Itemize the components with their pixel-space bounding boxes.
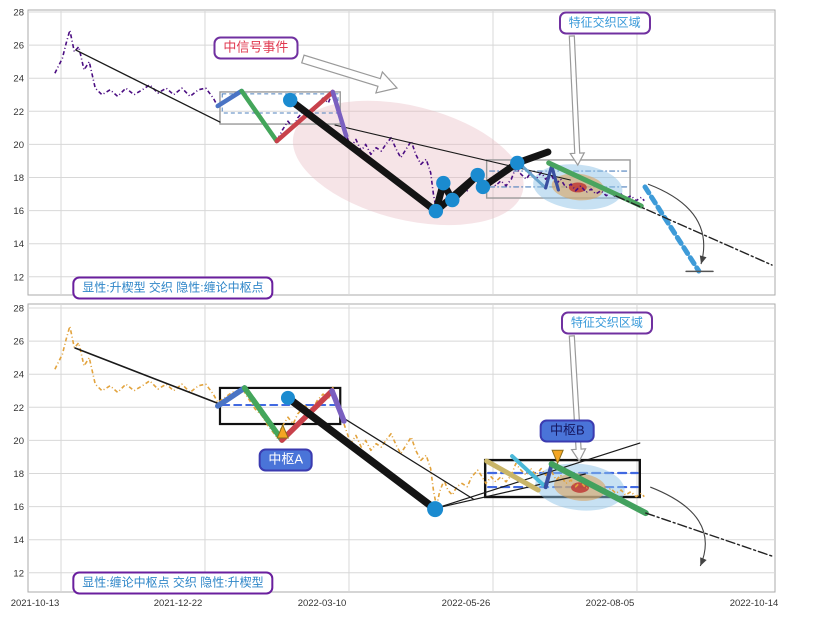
pivot-markers bbox=[436, 175, 451, 191]
hub-b-arrow bbox=[551, 449, 564, 465]
y-tick-label: 22 bbox=[13, 107, 24, 118]
y-tick-label: 12 bbox=[13, 272, 24, 283]
pivot-markers bbox=[510, 155, 525, 171]
y-tick-label: 24 bbox=[13, 370, 24, 381]
wedge-seg-purple bbox=[329, 388, 347, 424]
drop-curve-arrow-head bbox=[700, 557, 707, 567]
weave-green-seg bbox=[546, 160, 644, 209]
y-tick-label: 28 bbox=[13, 304, 24, 315]
x-tick-label: 2022-08-05 bbox=[586, 598, 635, 609]
y-tick-label: 16 bbox=[13, 206, 24, 217]
heat-core bbox=[568, 182, 587, 193]
panel-frame bbox=[27, 9, 776, 296]
wedge-line-lower bbox=[339, 415, 474, 500]
main-stroke-branch bbox=[432, 171, 482, 215]
y-tick-label: 18 bbox=[13, 469, 24, 480]
wedge-seg-blue bbox=[214, 385, 248, 409]
pointer-arrow-weave bbox=[568, 35, 586, 167]
projection-dashdot bbox=[645, 512, 773, 557]
wedge-seg-green bbox=[239, 88, 280, 144]
panel-lower: 28 26 24 22 20 18 16 14 12 bbox=[13, 303, 776, 593]
pivot-marker-low bbox=[427, 501, 444, 518]
weave-khaki-seg bbox=[484, 458, 541, 493]
wedge-seg-green bbox=[241, 385, 285, 443]
y-tick-label: 22 bbox=[13, 403, 24, 414]
panel-frame bbox=[27, 303, 776, 593]
trendline-1 bbox=[74, 347, 224, 406]
y-tick-label: 14 bbox=[13, 535, 24, 546]
pivot-markers bbox=[282, 92, 298, 108]
wedge-seg-blue bbox=[215, 88, 244, 109]
wedge-line-rise-1 bbox=[436, 442, 641, 509]
weave-steel-seg bbox=[517, 161, 548, 190]
hub-a-arrow bbox=[276, 423, 289, 439]
pivot-box bbox=[219, 91, 341, 125]
drop-curve-arrow-head bbox=[699, 255, 707, 265]
x-tick-label: 2022-10-14 bbox=[730, 598, 779, 609]
drop-curve-arrow bbox=[647, 183, 705, 265]
wedge-seg-purple bbox=[330, 89, 349, 139]
y-tick-label: 24 bbox=[13, 74, 24, 85]
weave-green-seg bbox=[548, 461, 649, 517]
weave-cyan-seg bbox=[510, 454, 548, 490]
x-tick-label: 2022-05-26 bbox=[442, 598, 491, 609]
pivot-markers bbox=[428, 203, 444, 219]
x-tick-label: 2021-10-13 bbox=[11, 598, 60, 609]
projection-dashdot bbox=[615, 195, 773, 266]
y-tick-label: 14 bbox=[13, 239, 24, 250]
drop-curve-arrow bbox=[650, 486, 706, 567]
y-tick-label: 20 bbox=[13, 140, 24, 151]
heat-core bbox=[571, 482, 589, 493]
projection-dashed-blue bbox=[642, 184, 702, 274]
y-tick-label: 18 bbox=[13, 173, 24, 184]
pivot-marker-a bbox=[280, 390, 295, 405]
y-tick-label: 12 bbox=[13, 568, 24, 579]
trendline-2 bbox=[334, 124, 571, 181]
pivot-markers bbox=[470, 167, 485, 183]
y-tick-label: 16 bbox=[13, 502, 24, 513]
y-tick-label: 26 bbox=[13, 337, 24, 348]
panel-upper: 28 26 24 22 20 18 16 14 12 bbox=[13, 8, 776, 296]
price-line-upper bbox=[54, 29, 645, 212]
pointer-arrow-weave bbox=[568, 335, 587, 463]
main-stroke-line bbox=[284, 394, 439, 513]
wedge-line-rise-2 bbox=[436, 473, 586, 509]
y-tick-label: 28 bbox=[13, 8, 24, 19]
weave-navy-seg bbox=[543, 462, 554, 490]
pivot-markers bbox=[475, 179, 491, 195]
trendline-1 bbox=[75, 49, 221, 123]
y-tick-label: 26 bbox=[13, 41, 24, 52]
x-tick-label: 2021-12-22 bbox=[154, 598, 203, 609]
event-ellipse bbox=[292, 100, 524, 226]
y-tick-label: 20 bbox=[13, 436, 24, 447]
wedge-seg-red bbox=[274, 89, 336, 144]
pointer-arrow-signal bbox=[300, 54, 399, 94]
x-tick-label: 2022-03-10 bbox=[298, 598, 347, 609]
pivot-markers bbox=[445, 192, 460, 208]
